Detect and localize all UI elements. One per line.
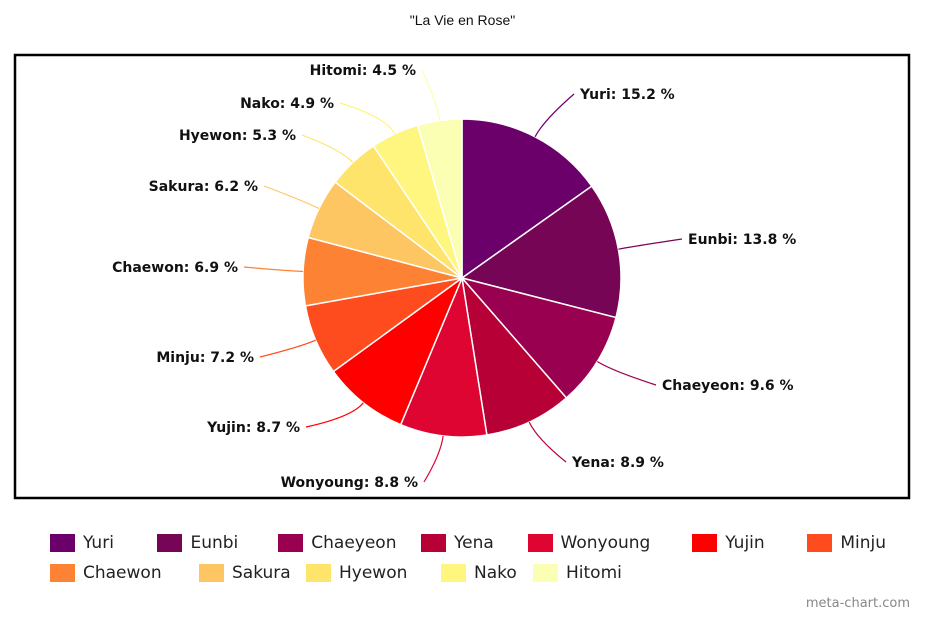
legend-swatch xyxy=(807,534,833,552)
leader-line-wonyoung xyxy=(423,435,444,483)
slice-label-chaeyeon: Chaeyeon: 9.6 % xyxy=(662,378,794,394)
legend-label: Yujin xyxy=(725,533,765,553)
slice-label-yujin: Yujin: 8.7 % xyxy=(206,420,300,436)
slice-label-hyewon: Hyewon: 5.3 % xyxy=(179,128,296,144)
pie-slice-hitomi[interactable] xyxy=(416,118,463,279)
leader-line-hyewon xyxy=(301,134,354,163)
legend-item-hitomi[interactable]: Hitomi xyxy=(533,563,633,583)
legend-label: Eunbi xyxy=(190,533,239,553)
leader-line-hitomi xyxy=(421,69,441,121)
legend-item-chaeyeon[interactable]: Chaeyeon xyxy=(278,533,409,553)
slice-label-eunbi: Eunbi: 13.8 % xyxy=(688,232,796,248)
legend-label: Wonyoung xyxy=(560,533,651,553)
leader-line-minju xyxy=(259,339,316,358)
legend-label: Chaeyeon xyxy=(311,533,397,553)
slice-label-sakura: Sakura: 6.2 % xyxy=(149,179,258,195)
legend-swatch xyxy=(278,534,304,552)
legend-item-wonyoung[interactable]: Wonyoung xyxy=(527,533,681,553)
leader-line-nako xyxy=(339,102,396,135)
legend: Yuri Eunbi Chaeyeon Yena Wonyoung Yujin Minju … xyxy=(50,528,910,588)
legend-item-yena[interactable]: Yena xyxy=(421,533,516,553)
leader-line-yena xyxy=(528,421,567,463)
slice-label-yuri: Yuri: 15.2 % xyxy=(579,87,675,103)
legend-label: Hitomi xyxy=(566,563,622,583)
slice-label-nako: Nako: 4.9 % xyxy=(240,96,334,112)
slice-label-wonyoung: Wonyoung: 8.8 % xyxy=(281,475,418,491)
legend-swatch xyxy=(421,534,447,552)
leader-line-chaewon xyxy=(243,266,304,273)
legend-swatch xyxy=(50,564,75,582)
slice-label-yena: Yena: 8.9 % xyxy=(571,455,664,471)
legend-swatch xyxy=(306,564,331,582)
legend-label: Chaewon xyxy=(83,563,162,583)
pie-slice-wonyoung[interactable] xyxy=(399,275,488,438)
leader-line-sakura xyxy=(263,185,320,210)
legend-item-yuri[interactable]: Yuri xyxy=(50,533,145,553)
legend-item-minju[interactable]: Minju xyxy=(807,533,898,553)
legend-swatch xyxy=(692,534,718,552)
legend-item-hyewon[interactable]: Hyewon xyxy=(306,563,429,583)
leader-line-chaeyeon xyxy=(596,360,657,386)
slice-label-minju: Minju: 7.2 % xyxy=(156,350,254,366)
pie-slice-eunbi[interactable] xyxy=(460,185,622,319)
chart-title: "La Vie en Rose" xyxy=(409,12,516,28)
legend-item-nako[interactable]: Nako xyxy=(441,563,521,583)
legend-item-chaewon[interactable]: Chaewon xyxy=(50,563,187,583)
legend-swatch xyxy=(157,534,183,552)
legend-label: Nako xyxy=(474,563,517,583)
leader-line-yujin xyxy=(305,402,364,428)
pie-slice-yena[interactable] xyxy=(460,275,568,436)
pie-slice-yujin[interactable] xyxy=(332,275,464,426)
legend-swatch xyxy=(533,564,558,582)
legend-swatch xyxy=(527,534,553,552)
legend-label: Yena xyxy=(454,533,494,553)
legend-swatch xyxy=(50,534,75,552)
leader-line-yuri xyxy=(534,93,575,138)
legend-item-yujin[interactable]: Yujin xyxy=(692,533,795,553)
slice-label-hitomi: Hitomi: 4.5 % xyxy=(310,63,416,79)
credit-text: meta-chart.com xyxy=(805,596,910,611)
legend-label: Minju xyxy=(840,533,886,553)
legend-item-sakura[interactable]: Sakura xyxy=(199,563,294,583)
legend-label: Sakura xyxy=(232,563,291,583)
legend-swatch xyxy=(199,564,224,582)
leader-line-eunbi xyxy=(618,238,683,250)
legend-label: Hyewon xyxy=(339,563,408,583)
legend-swatch xyxy=(441,564,466,582)
pie-slice-yuri[interactable] xyxy=(461,118,593,280)
legend-label: Yuri xyxy=(83,533,114,553)
slice-label-chaewon: Chaewon: 6.9 % xyxy=(112,260,238,276)
legend-item-eunbi[interactable]: Eunbi xyxy=(157,533,266,553)
